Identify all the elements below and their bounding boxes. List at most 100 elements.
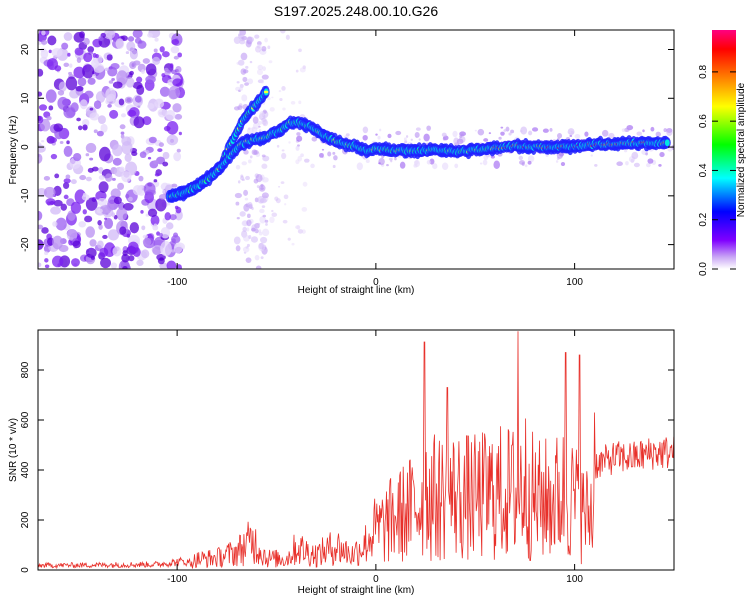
spectrogram-xlabel: Height of straight line (km) [298,285,415,296]
noise-blob [658,164,662,167]
snr-xlabel: Height of straight line (km) [298,585,415,596]
noise-blob [426,160,431,165]
noise-blob [157,108,168,118]
noise-blob [165,222,174,230]
noise-blob [281,149,285,152]
noise-blob [48,105,54,111]
noise-blob [161,73,166,78]
noise-blob [319,152,324,158]
noise-blob [254,34,260,39]
noise-blob [147,208,158,217]
noise-blob [126,41,136,52]
noise-blob [505,126,510,132]
noise-blob [248,235,252,239]
noise-blob [79,99,88,110]
noise-blob [73,66,86,79]
spectrogram-ytick-label: 20 [20,44,31,56]
noise-blob [510,129,515,134]
noise-blob [152,56,161,65]
noise-blob [332,164,336,169]
spectrogram-xtick-label: 100 [566,277,583,288]
noise-blob [574,133,581,139]
spectrogram-xtick-label: -100 [167,277,187,288]
noise-blob [258,128,262,133]
noise-blob [414,132,420,138]
noise-blob [278,90,282,93]
noise-blob [106,54,113,61]
noise-blob [52,235,63,250]
noise-blob [264,37,268,43]
snr-ytick-label: 400 [20,461,31,478]
noise-blob [129,49,138,60]
noise-blob [288,141,291,144]
noise-blob [49,137,58,143]
noise-blob [633,162,640,168]
noise-blob [133,116,145,129]
noise-blob [399,161,406,169]
noise-blob [241,94,248,102]
noise-blob [108,80,114,84]
noise-blob [153,179,158,183]
noise-blob [76,117,81,122]
snr-ytick-label: 800 [20,361,31,378]
noise-blob [147,103,155,110]
noise-blob [111,177,116,181]
noise-blob [160,227,171,239]
noise-blob [104,67,109,72]
noise-blob [404,140,408,144]
noise-blob [520,126,528,135]
noise-blob [107,103,112,108]
noise-blob [555,160,559,163]
noise-blob [403,137,407,141]
snr-frame [37,329,675,571]
noise-blob [377,135,381,140]
noise-blob [268,60,273,64]
noise-blob [48,49,52,54]
noise-blob [82,192,87,198]
noise-blob [38,210,43,221]
noise-blob [280,30,286,34]
noise-blob [121,140,133,155]
noise-blob [256,68,263,76]
noise-blob [147,32,153,38]
noise-blob [365,159,370,164]
noise-blob [38,153,43,164]
noise-blob [63,182,70,190]
noise-blob [162,161,169,167]
noise-blob [601,129,609,137]
noise-blob [162,189,166,194]
noise-blob [302,65,306,70]
noise-blob [584,131,589,137]
noise-blob [68,71,73,76]
noise-blob [284,203,287,206]
noise-blob [362,134,368,141]
noise-blob [171,238,176,243]
spectrogram-frame [37,29,675,270]
noise-blob [159,46,165,53]
colorbar-tick-label: 0.6 [698,114,709,128]
noise-blob [297,155,303,162]
noise-blob [125,77,135,88]
colorbar-label: Normalized spectral amplitude [736,82,747,217]
noise-blob [104,173,113,182]
noise-blob [258,125,261,128]
noise-blob [332,151,336,155]
spectrogram-ytick-label: -20 [20,237,31,252]
noise-blob [113,196,122,205]
noise-blob [137,105,141,108]
noise-blob [92,73,96,79]
noise-blob [173,243,183,254]
noise-blob [116,70,128,86]
noise-blob [38,115,44,124]
track-core [664,139,670,147]
noise-blob [379,128,382,132]
noise-blob [245,257,252,263]
noise-blob [257,64,264,71]
noise-blob [89,112,100,121]
snr-ticks: -100 0 100 0 200 400 600 800 [20,330,674,585]
noise-blob [38,68,44,77]
noise-blob [503,129,507,132]
colorbar-ticks: 0.0 0.2 0.4 0.6 0.8 [698,64,736,276]
noise-blob [153,159,159,165]
